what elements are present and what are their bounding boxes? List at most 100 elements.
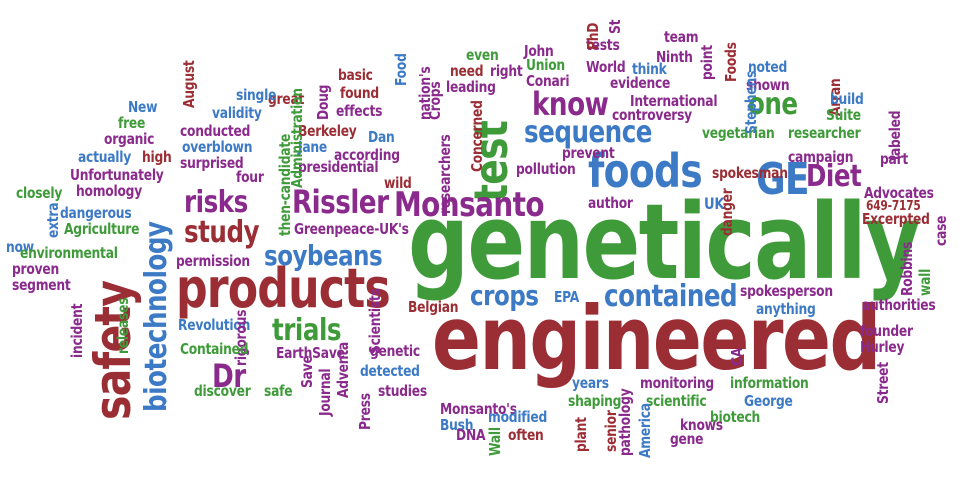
cloud-word: pathology: [616, 388, 634, 456]
cloud-word: DNA: [456, 426, 486, 444]
cloud-word: campaign: [788, 148, 854, 166]
cloud-word: CA: [728, 347, 746, 366]
cloud-word: homology: [76, 182, 142, 200]
cloud-word: Excerpted: [862, 210, 930, 228]
cloud-word: releases: [114, 297, 132, 354]
cloud-word: biotechnology: [139, 221, 174, 412]
cloud-word: single: [236, 86, 277, 104]
cloud-word: Robbins: [898, 241, 916, 296]
cloud-word: studies: [378, 382, 427, 400]
cloud-word: researchers: [436, 134, 454, 214]
cloud-word: genetic: [370, 342, 420, 360]
cloud-word: trials: [272, 313, 342, 348]
cloud-word: Diet: [806, 159, 862, 194]
cloud-word: products: [176, 257, 391, 320]
cloud-word: soybeans: [264, 239, 383, 272]
cloud-word: Unfortunately: [70, 166, 164, 184]
cloud-word: Berkeley: [298, 122, 357, 140]
cloud-word: Jane: [298, 138, 327, 156]
cloud-word: authorities: [862, 296, 936, 314]
cloud-word: spokesman: [712, 164, 788, 182]
cloud-word: right: [490, 62, 523, 80]
cloud-word: spokesperson: [740, 282, 833, 300]
cloud-word: Contained: [180, 340, 249, 358]
cloud-word: part: [880, 150, 909, 168]
cloud-word: Rissler: [292, 183, 389, 221]
cloud-word: sequence: [524, 115, 652, 150]
cloud-word: conducted: [180, 122, 251, 140]
cloud-word: monitoring: [640, 374, 714, 392]
cloud-word: segment: [12, 276, 71, 294]
cloud-word: Stephens: [742, 70, 760, 134]
cloud-word: high: [142, 148, 172, 166]
cloud-word: organic: [104, 130, 155, 148]
cloud-word: basic: [338, 66, 373, 84]
cloud-word: extra: [44, 202, 62, 238]
cloud-word: surprised: [180, 154, 244, 172]
cloud-word: knows: [680, 416, 723, 434]
cloud-word: Revolution: [178, 316, 251, 334]
cloud-word: overblown: [182, 138, 253, 156]
cloud-word: great: [268, 90, 305, 108]
cloud-word: Dan: [368, 128, 395, 146]
cloud-word: risks: [184, 185, 248, 220]
cloud-word: shaping: [568, 392, 622, 410]
cloud-word: proven: [12, 260, 59, 278]
cloud-word: vegetarian: [702, 124, 775, 142]
cloud-word: Street: [874, 362, 892, 404]
cloud-word: Agriculture: [64, 220, 140, 238]
cloud-word: Ninth: [656, 48, 693, 66]
cloud-word: Foods: [722, 42, 740, 82]
cloud-word: plant: [572, 417, 590, 452]
cloud-word: dangerous: [60, 204, 132, 222]
cloud-word: Crops: [426, 81, 444, 120]
cloud-word: information: [730, 374, 809, 392]
cloud-word: crops: [470, 279, 539, 312]
cloud-word: Press: [356, 393, 374, 430]
cloud-word: St: [606, 19, 624, 34]
cloud-word: four: [236, 168, 264, 186]
cloud-word: America: [636, 403, 654, 458]
cloud-word: incident: [68, 303, 86, 358]
cloud-word: International: [630, 92, 718, 110]
cloud-word: environmental: [20, 244, 118, 262]
cloud-word: years: [572, 374, 609, 392]
cloud-word: case: [932, 215, 950, 246]
cloud-word: discover: [194, 382, 251, 400]
cloud-word: Adventa: [334, 342, 352, 398]
cloud-word: gene: [670, 430, 704, 448]
cloud-word: validity: [212, 104, 262, 122]
cloud-word: New: [128, 98, 158, 116]
cloud-word: safe: [264, 382, 293, 400]
cloud-word: actually: [78, 148, 132, 166]
cloud-word: World: [586, 58, 626, 76]
cloud-word: now: [6, 238, 34, 256]
cloud-word: Conari: [526, 72, 570, 90]
cloud-word: build: [830, 90, 864, 108]
cloud-word: Food: [392, 53, 410, 86]
cloud-word: senior: [602, 410, 620, 452]
cloud-word: detected: [360, 362, 420, 380]
cloud-word: Advocates: [864, 184, 934, 202]
cloud-word: even: [466, 46, 499, 64]
cloud-word: prevent: [562, 144, 615, 162]
cloud-word: PhD: [584, 22, 602, 50]
cloud-word: modified: [488, 408, 548, 426]
cloud-word: controversy: [612, 106, 692, 124]
cloud-word: then-candidate: [276, 133, 294, 236]
cloud-word: permission: [176, 252, 250, 270]
cloud-word: George: [744, 392, 793, 410]
cloud-word: UK: [704, 194, 725, 213]
cloud-word: Journal: [316, 368, 334, 416]
cloud-word: Doug: [314, 84, 332, 120]
cloud-word: author: [588, 194, 633, 212]
cloud-word: engineered: [432, 287, 881, 390]
cloud-word: Monsanto: [394, 185, 545, 225]
cloud-word: one: [748, 87, 798, 122]
cloud-word: presidential: [298, 158, 379, 176]
cloud-word: point: [698, 45, 716, 80]
cloud-word: wall: [916, 268, 934, 296]
cloud-word: contained: [604, 279, 738, 314]
cloud-word: founder: [860, 322, 913, 340]
